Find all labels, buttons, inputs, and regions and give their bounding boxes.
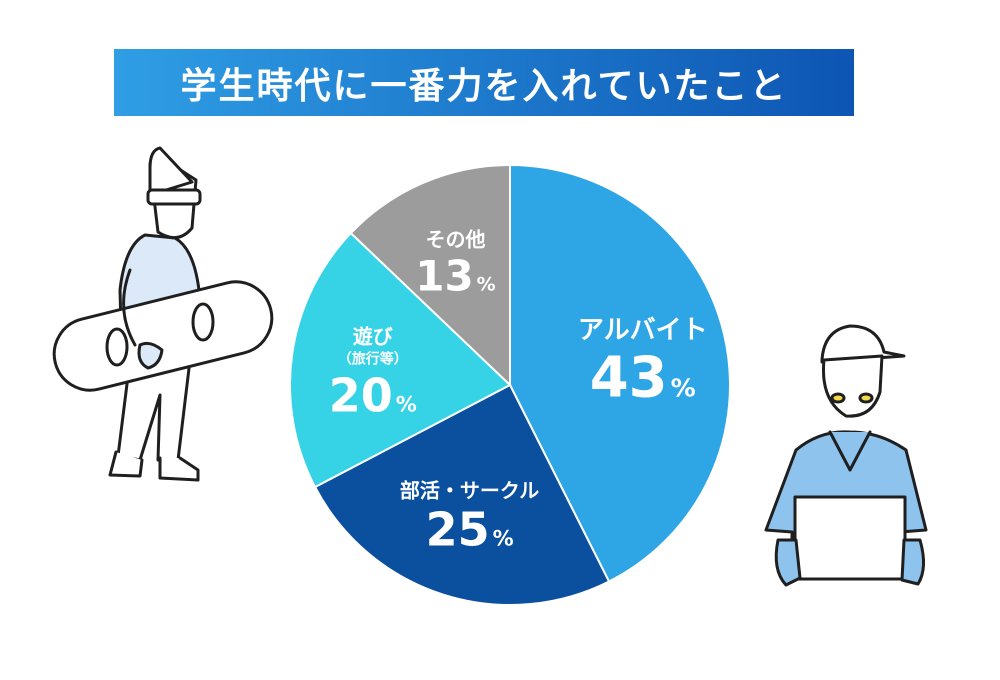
slice-value-other: 13%	[415, 252, 496, 301]
pie-slice-baito	[509, 163, 731, 583]
slice-value-baito: 43%	[590, 345, 696, 410]
pie-slice-asobi	[289, 231, 512, 489]
slice-sublabel-asobi: （旅行等）	[338, 351, 408, 368]
slice-label-group-asobi: 遊び （旅行等）20%	[329, 325, 417, 423]
chart-title: 学生時代に一番力を入れていたこと	[180, 65, 788, 107]
slice-name-bukatsu: 部活・サークル	[400, 479, 539, 503]
snowboarder-illustration	[52, 146, 274, 482]
slice-name-baito: アルバイト	[578, 315, 708, 345]
pie-slice-bukatsu	[313, 383, 611, 606]
title-banner: 学生時代に一番力を入れていたこと	[114, 49, 854, 116]
pie-slice-other	[349, 163, 511, 388]
slice-value-bukatsu: 25%	[426, 503, 514, 557]
slice-value-asobi: 20%	[329, 369, 417, 423]
delivery-worker-illustration	[764, 324, 928, 587]
slice-name-other: その他	[425, 228, 485, 252]
slice-name-asobi: 遊び	[353, 325, 394, 349]
